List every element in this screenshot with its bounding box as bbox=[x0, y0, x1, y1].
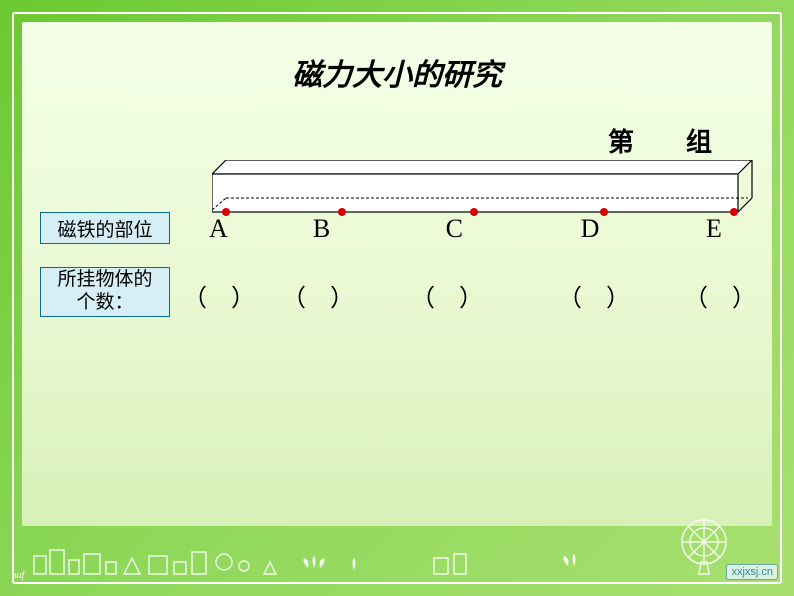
watermark-wf: шf bbox=[14, 570, 24, 581]
magnet-bar-diagram bbox=[212, 160, 762, 216]
count-D: （ ） bbox=[513, 278, 663, 313]
count-E: （ ） bbox=[663, 278, 777, 313]
point-B: B bbox=[257, 214, 387, 244]
count-C: （ ） bbox=[375, 278, 513, 313]
count-B: （ ） bbox=[261, 278, 375, 313]
slide-outer-frame: 磁力大小的研究 第 组 磁铁的部位 所挂物体的 个数： A B C bbox=[0, 0, 794, 596]
content-panel: 磁力大小的研究 第 组 磁铁的部位 所挂物体的 个数： A B C bbox=[22, 22, 772, 526]
row-label-count: 所挂物体的 个数： bbox=[40, 267, 170, 317]
counts-row: （ ） （ ） （ ） （ ） （ ） bbox=[177, 278, 777, 313]
row-label-position: 磁铁的部位 bbox=[40, 212, 170, 244]
point-A: A bbox=[180, 214, 257, 244]
count-A: （ ） bbox=[177, 278, 261, 313]
group-number-label: 第 组 bbox=[608, 122, 712, 159]
point-D: D bbox=[522, 214, 658, 244]
logo-badge: xxjxsj.cn bbox=[726, 564, 778, 580]
slide-border: 磁力大小的研究 第 组 磁铁的部位 所挂物体的 个数： A B C bbox=[12, 12, 782, 584]
point-C: C bbox=[386, 214, 522, 244]
point-E: E bbox=[658, 214, 770, 244]
row-label-count-text: 所挂物体的 个数： bbox=[57, 269, 152, 315]
page-title: 磁力大小的研究 bbox=[292, 50, 502, 94]
points-labels-row: A B C D E bbox=[180, 214, 770, 244]
